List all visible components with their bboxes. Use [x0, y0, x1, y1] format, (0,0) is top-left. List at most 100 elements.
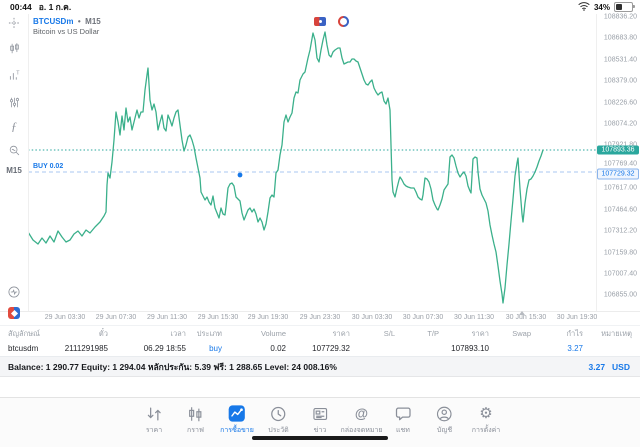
mailbox-icon: @ — [354, 405, 369, 421]
chart-panel[interactable]: BTCUSDm • M15 Bitcoin vs US Dollar BUY 0… — [0, 14, 640, 319]
zoom-icon[interactable] — [0, 144, 28, 158]
tab-item-chat[interactable]: แชท — [382, 404, 424, 436]
price-axis-label: 108074.20 — [603, 120, 637, 128]
tab-label: บัญชี — [436, 427, 453, 434]
time-axis-label: 30 Jun 07:30 — [402, 314, 444, 321]
bottom-tab-bar: ราคา กราฟ การซื้อขาย ประวัติ ข่าว @ กล่องจดหมา… — [0, 397, 640, 447]
table-header-cell: Swap — [512, 329, 531, 338]
time-axis-label: 29 Jun 03:30 — [44, 314, 86, 321]
timeframe-separator: • — [77, 17, 81, 26]
tab-label: กล่องจดหมาย — [340, 427, 383, 434]
price-chart — [27, 31, 597, 304]
chart-timeframe: M15 — [85, 17, 101, 26]
charts-icon — [187, 404, 205, 423]
table-header-cell: ประเภท — [196, 328, 222, 338]
calendar-flag-icon[interactable] — [314, 17, 326, 26]
price-axis-label: 108683.80 — [603, 34, 637, 42]
table-header-cell: สัญลักษณ์ — [8, 328, 41, 338]
positions-table-header: สัญลักษณ์ ตั๋ว เวลา ประเภท Volume ราคา S/L T/P ร… — [0, 325, 640, 341]
function-icon[interactable]: ƒ — [11, 118, 17, 133]
table-header-cell: S/L — [383, 329, 395, 338]
table-row-cell: 06.29 18:55 — [143, 344, 186, 353]
time-axis-label: 29 Jun 19:30 — [247, 314, 289, 321]
status-date: อ. 1 ก.ค. — [38, 2, 72, 12]
price-axis-label: 107007.40 — [603, 270, 637, 278]
quotes-icon — [145, 404, 163, 423]
table-row-cell: buy — [209, 344, 222, 353]
table-header-cell: ราคา — [471, 328, 489, 338]
symbol-description: Bitcoin vs US Dollar — [33, 27, 100, 36]
news-icon — [311, 404, 329, 423]
time-axis-marker-icon — [519, 311, 525, 315]
indicators-icon[interactable]: T — [0, 69, 28, 83]
table-row-cell: 2111291985 — [64, 344, 108, 353]
tab-label: แชท — [396, 427, 410, 434]
table-header-cell: กำไร — [566, 328, 583, 338]
tab-label: ประวัติ — [268, 427, 289, 434]
price-axis-label: 108531.40 — [603, 56, 637, 64]
time-axis-label: 30 Jun 11:30 — [454, 314, 494, 321]
calendar-clock-icon[interactable] — [338, 16, 349, 27]
time-axis-label: 30 Jun 19:30 — [556, 314, 598, 321]
table-header-cell: Volume — [260, 329, 286, 338]
tab-item-quotes[interactable]: ราคา — [133, 404, 175, 436]
svg-text:T: T — [16, 70, 20, 76]
price-axis-label: 106855.00 — [603, 291, 637, 299]
account-summary-bar: Balance: 1 290.77 Equity: 1 294.04 หลักป… — [0, 357, 640, 377]
table-row-cell: btcusdm — [8, 344, 39, 353]
time-axis[interactable]: 29 Jun 03:30 29 Jun 07:30 29 Jun 11:30 29 J… — [0, 311, 640, 325]
price-axis-label: 107769.40 — [603, 160, 637, 168]
position-row[interactable]: btcusdm 2111291985 06.29 18:55 buy 0.02 10772… — [0, 341, 640, 357]
candlestick-icon[interactable] — [0, 42, 28, 56]
tab-label: กราฟ — [187, 427, 204, 434]
table-header-cell: เวลา — [170, 328, 186, 338]
chat-icon — [394, 404, 412, 423]
balance-summary: Balance: 1 290.77 Equity: 1 294.04 หลักป… — [8, 361, 337, 372]
time-axis-label: 29 Jun 07:30 — [95, 314, 137, 321]
position-price-badge: 107729.32 — [597, 168, 639, 180]
tab-label: ราคา — [145, 427, 163, 434]
crosshair-icon[interactable] — [0, 16, 28, 30]
clock-time: 00:44 — [10, 2, 32, 12]
wifi-icon — [578, 1, 590, 13]
buy-position-label[interactable]: BUY 0.02 — [33, 163, 64, 170]
broker-app-icon[interactable] — [0, 306, 28, 320]
table-header-cell: ราคา — [332, 328, 350, 338]
tab-label: การตั้งค่า — [471, 427, 501, 434]
battery-percent: 34% — [593, 2, 610, 12]
table-row-cell: 3.27 — [567, 344, 583, 353]
price-axis-label: 107921.80 — [604, 142, 637, 149]
table-row-cell: 107893.10 — [451, 344, 489, 353]
tab-item-history[interactable]: ประวัติ — [258, 404, 300, 436]
time-axis-label: 29 Jun 23:30 — [299, 314, 341, 321]
history-icon — [270, 404, 288, 423]
tab-item-mailbox[interactable]: @ กล่องจดหมาย — [340, 404, 383, 436]
trade-pulse-icon[interactable] — [0, 285, 28, 299]
tab-items: ราคา กราฟ การซื้อขาย ประวัติ ข่าว @ กล่องจดหมา… — [133, 404, 507, 436]
tab-item-settings[interactable]: ⚙ การตั้งค่า — [465, 404, 507, 436]
tab-item-trade[interactable]: การซื้อขาย — [216, 404, 258, 436]
price-axis[interactable]: 107893.36 107729.32 108836.20 108683.80 10… — [596, 14, 640, 311]
objects-sliders-icon[interactable] — [0, 96, 28, 110]
price-axis-label: 108836.20 — [603, 13, 637, 21]
price-axis-label: 107159.80 — [603, 249, 637, 257]
tab-item-charts[interactable]: กราฟ — [175, 404, 217, 436]
price-line-path — [27, 31, 544, 304]
price-axis-label: 107312.20 — [603, 227, 637, 235]
total-profit: 3.27 — [588, 361, 606, 372]
trade-icon — [228, 404, 247, 423]
status-bar: 00:44 อ. 1 ก.ค. 34% — [0, 0, 640, 14]
tab-item-accounts[interactable]: บัญชี — [424, 404, 466, 436]
table-header-cell: หมายเหตุ — [601, 328, 632, 338]
tab-item-news[interactable]: ข่าว — [299, 404, 341, 436]
symbol-name[interactable]: BTCUSDm — [33, 17, 74, 26]
timeframe-button[interactable]: M15 — [6, 166, 22, 175]
settings-icon: ⚙ — [479, 404, 493, 422]
entry-dot-marker — [237, 172, 243, 178]
table-header-cell: ตั๋ว — [98, 328, 108, 338]
profit-currency: USD — [612, 361, 630, 372]
home-indicator[interactable] — [252, 435, 388, 440]
table-row-cell: 107729.32 — [312, 344, 350, 353]
